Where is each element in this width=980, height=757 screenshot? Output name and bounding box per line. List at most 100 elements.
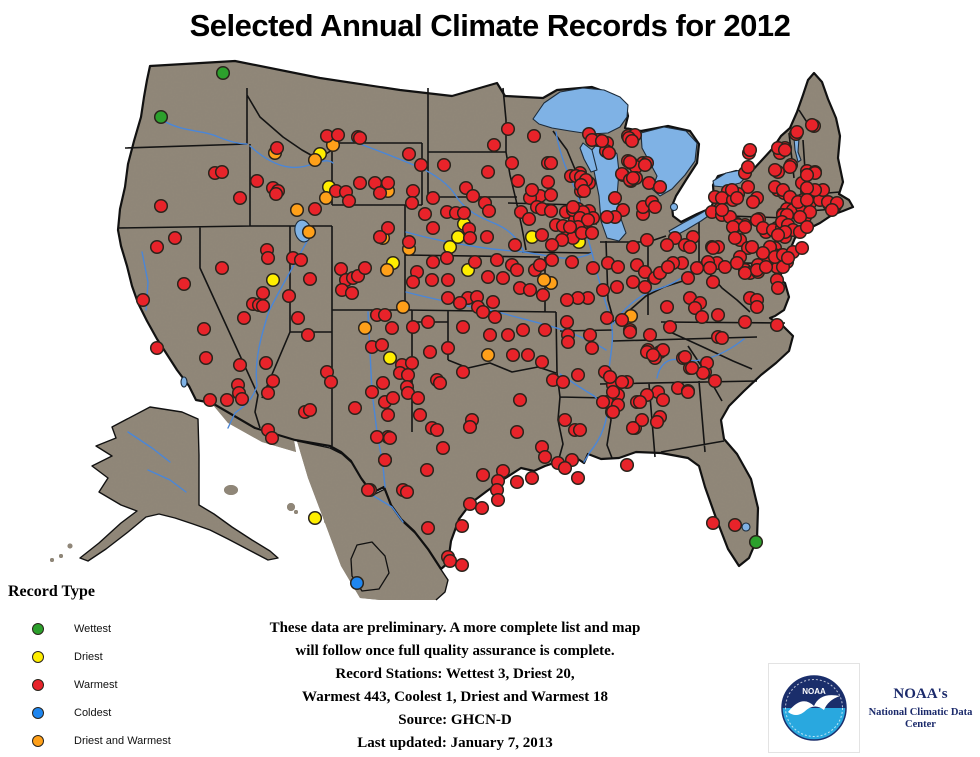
station-dot [543,187,559,203]
station-dot [727,230,743,246]
station-dot [594,133,610,149]
station-dot [382,430,398,446]
noaa-org: NOAA's [893,685,948,702]
legend-label: Wettest [74,623,112,635]
station-dot [377,307,393,323]
station-dot [707,373,723,389]
station-dot [467,254,483,270]
station-dot [758,259,774,275]
station-dot [219,392,235,408]
station-dot [357,320,373,336]
station-dot [607,190,623,206]
station-dot [429,422,445,438]
station-dot [372,185,388,201]
station-dot [307,201,323,217]
station-dot [536,272,552,288]
station-dot [614,312,630,328]
station-dot [634,412,650,428]
station-dot [714,330,730,346]
station-dot [782,159,798,175]
station-dot [799,167,815,183]
station-dot [684,360,700,376]
station-dot [605,404,621,420]
station-dot [824,202,840,218]
station-dot [770,280,786,296]
station-dot [794,240,810,256]
station-dot [377,452,393,468]
station-dot [232,357,248,373]
noaa-logo-icon: NOAA [781,675,847,741]
station-dot [655,392,671,408]
station-dot [639,232,655,248]
coldest-swatch-icon [32,707,44,719]
station-dot [727,517,743,533]
station-dot [660,259,676,275]
legend-item-warmest: Warmest [8,671,218,699]
station-dot [401,146,417,162]
station-dot [534,354,550,370]
station-dot [500,121,516,137]
station-dot [372,229,388,245]
station-dot [737,219,753,235]
station-dot [625,274,641,290]
station-dot [410,390,426,406]
station-dot [264,430,280,446]
station-dot [507,237,523,253]
station-dot [625,420,641,436]
legend-label: Driest and Warmest [74,735,171,747]
station-dot [632,394,648,410]
station-dot [537,449,553,465]
legend: Record Type Wettest Driest Warmest Colde… [8,583,218,755]
station-dot [737,314,753,330]
station-dot [744,239,760,255]
station-dot [440,272,456,288]
station-dot [585,260,601,276]
station-dot [804,117,820,133]
station-dot [557,460,573,476]
station-dot [167,230,183,246]
warmest-swatch-icon [32,679,44,691]
station-dot [153,109,169,125]
station-dot [622,324,638,340]
station-dot [649,414,665,430]
station-dot [260,385,276,401]
station-dot [777,142,793,158]
station-dot [789,124,805,140]
station-dot [232,190,248,206]
station-dot [524,182,540,198]
station-dot [300,327,316,343]
station-dot [595,394,611,410]
station-dot [149,340,165,356]
station-dot [509,262,525,278]
driest-and-warmest-swatch-icon [32,735,44,747]
station-dot [258,355,274,371]
station-dot [544,252,560,268]
station-dot [290,310,306,326]
station-dot [462,496,478,512]
station-dot [135,292,151,308]
station-dot [425,254,441,270]
station-dot [301,224,317,240]
station-dot [522,282,538,298]
green-bay [579,142,598,173]
notes-block: These data are preliminary. A more compl… [180,617,730,755]
station-dot [413,157,429,173]
station-dot [215,65,231,81]
station-dot [662,319,678,335]
station-dot [737,265,753,281]
station-dot [534,227,550,243]
station-dot [680,270,696,286]
station-dot [486,137,502,153]
station-dot [425,190,441,206]
station-dot [380,407,396,423]
note-line: Last updated: January 7, 2013 [357,735,553,751]
lake-okeechobee [741,522,751,532]
noaa-logo: NOAA [768,663,860,753]
station-dot [625,239,641,255]
station-dot [440,340,456,356]
station-dot [401,234,417,250]
station-dot [268,186,284,202]
station-dot [559,292,575,308]
station-dot [404,355,420,371]
